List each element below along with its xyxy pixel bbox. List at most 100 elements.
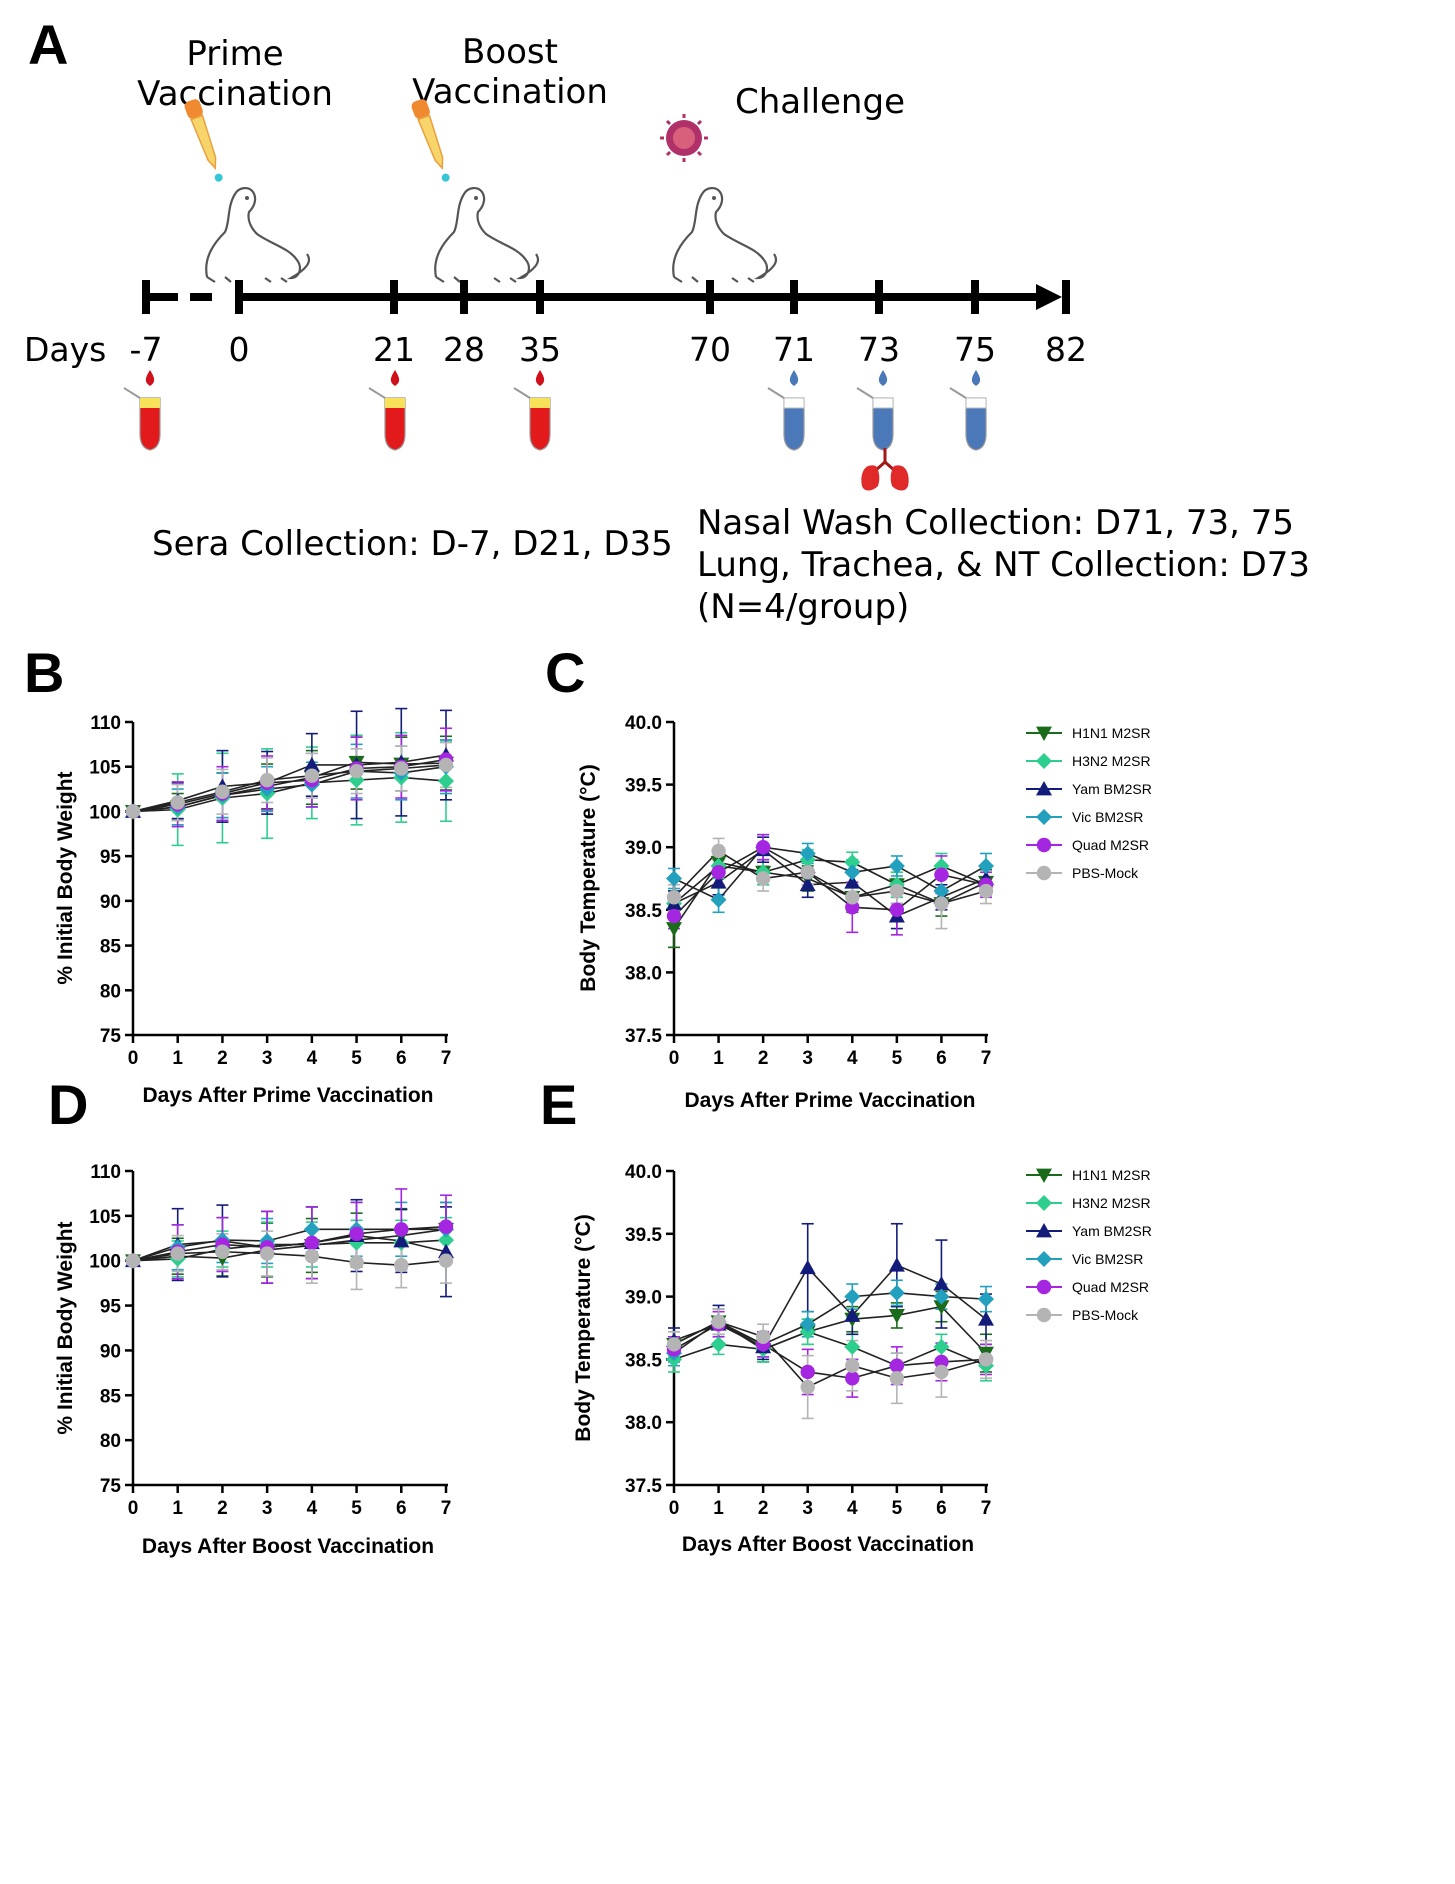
legend-e: H1N1 M2SR H3N2 M2SR Yam BM2SR Vic BM2SR Quad… xyxy=(1026,1167,1152,1323)
legend-marker xyxy=(1036,1279,1052,1295)
day-label: 73 xyxy=(858,330,900,369)
data-point xyxy=(978,1311,994,1326)
prime-vaccination-label: Prime Vaccination xyxy=(125,34,345,114)
virus-icon xyxy=(660,114,708,162)
data-point xyxy=(710,1336,727,1353)
data-point xyxy=(125,804,141,819)
data-point xyxy=(845,1371,860,1386)
data-point xyxy=(934,1364,949,1380)
x-tick-label: 7 xyxy=(981,1048,992,1069)
data-point xyxy=(125,1253,141,1268)
day-label: 0 xyxy=(228,330,250,369)
x-tick-label: 3 xyxy=(802,1498,813,1519)
series-line xyxy=(673,846,987,917)
day-label: 71 xyxy=(773,330,815,369)
legend-item: H3N2 M2SR xyxy=(1026,753,1151,769)
boost-line-1: Boost xyxy=(462,32,558,72)
legend-marker xyxy=(1036,726,1052,741)
y-tick-label: 95 xyxy=(100,847,122,868)
legend-marker xyxy=(1036,865,1052,881)
legend-marker xyxy=(1036,781,1052,796)
data-point xyxy=(394,1258,409,1273)
data-point xyxy=(303,1221,320,1238)
data-point xyxy=(799,1259,816,1275)
panel-letter-a: A xyxy=(28,13,69,76)
x-tick-label: 0 xyxy=(128,1498,139,1519)
y-tick-label: 38.0 xyxy=(625,1413,662,1434)
legend-marker xyxy=(1036,1251,1052,1267)
data-point xyxy=(934,867,949,882)
y-tick-label: 90 xyxy=(100,1341,121,1362)
data-point xyxy=(978,1291,994,1308)
x-tick-label: 2 xyxy=(758,1048,769,1069)
timeline-axis xyxy=(142,280,1070,314)
y-tick-label: 90 xyxy=(100,892,121,913)
y-tick-label: 39.5 xyxy=(625,776,662,797)
data-point xyxy=(933,1300,950,1315)
x-tick-label: 1 xyxy=(713,1048,724,1069)
data-point xyxy=(888,857,905,874)
x-tick-label: 4 xyxy=(847,1048,858,1069)
group-size-note: (N=4/group) xyxy=(697,587,910,627)
data-point xyxy=(978,883,994,899)
legend-label: PBS-Mock xyxy=(1072,1307,1139,1323)
tissue-collection-note: Lung, Trachea, & NT Collection: D73 xyxy=(697,545,1311,585)
y-tick-label: 40.0 xyxy=(625,713,662,734)
data-point xyxy=(710,891,727,908)
x-tick-label: 1 xyxy=(172,1498,183,1519)
legend-label: Yam BM2SR xyxy=(1072,781,1152,797)
y-tick-label: 100 xyxy=(89,802,121,823)
legend-item: Quad M2SR xyxy=(1026,837,1149,853)
y-tick-label: 39.0 xyxy=(625,838,662,859)
x-tick-label: 6 xyxy=(396,1048,407,1069)
x-tick-label: 4 xyxy=(307,1048,318,1069)
legend-label: PBS-Mock xyxy=(1072,865,1139,881)
day-label: 21 xyxy=(373,330,415,369)
data-point xyxy=(666,908,682,924)
timeline-graphic xyxy=(123,97,1070,491)
data-point xyxy=(666,1337,682,1352)
data-point xyxy=(711,1314,726,1329)
series-line xyxy=(673,848,987,917)
y-tick-label: 95 xyxy=(100,1297,122,1318)
data-point xyxy=(215,1244,230,1259)
legend-c: H1N1 M2SR H3N2 M2SR Yam BM2SR Vic BM2SR Quad… xyxy=(1026,725,1152,881)
x-tick-label: 3 xyxy=(262,1048,273,1069)
x-axis-label: Days After Prime Vaccination xyxy=(142,1084,433,1107)
day-label: 28 xyxy=(443,330,485,369)
chart-b-body-weight-prime: 75 80 85 90 95 100 105 110 0 1 2 3 4 5 6 7 Days After Pr… xyxy=(54,707,454,1107)
x-axis-label: Days After Prime Vaccination xyxy=(684,1089,975,1112)
y-tick-label: 39.5 xyxy=(625,1225,662,1246)
y-tick-label: 105 xyxy=(89,758,121,779)
data-point xyxy=(845,890,860,905)
y-axis-label: Body Temperature (°C) xyxy=(572,1214,595,1441)
y-axis-label: % Initial Body Weight xyxy=(54,1221,77,1434)
x-tick-label: 5 xyxy=(351,1498,362,1519)
data-point xyxy=(978,1352,994,1367)
data-point xyxy=(711,865,726,880)
data-point xyxy=(933,1288,950,1305)
data-point xyxy=(799,1316,816,1333)
data-point xyxy=(799,845,816,862)
series-line xyxy=(673,849,987,905)
boost-vaccination-label: Boost Vaccination xyxy=(400,32,620,112)
y-tick-label: 38.5 xyxy=(625,901,662,922)
legend-label: Vic BM2SR xyxy=(1072,809,1143,825)
boost-line-2: Vaccination xyxy=(412,72,608,112)
x-axis-label: Days After Boost Vaccination xyxy=(682,1533,974,1556)
y-tick-label: 110 xyxy=(90,713,121,734)
data-point xyxy=(844,1338,861,1355)
x-tick-label: 0 xyxy=(669,1498,680,1519)
day-label: 82 xyxy=(1045,330,1087,369)
data-point xyxy=(170,1246,185,1261)
x-tick-label: 2 xyxy=(217,1048,228,1069)
data-point xyxy=(666,870,682,887)
legend-label: Quad M2SR xyxy=(1072,1279,1149,1295)
data-point xyxy=(889,902,905,917)
x-tick-label: 0 xyxy=(128,1048,139,1069)
data-point xyxy=(888,1284,905,1301)
panel-letter-d: D xyxy=(48,1073,89,1136)
prime-line-1: Prime xyxy=(186,34,284,74)
panel-letter-c: C xyxy=(545,641,586,704)
